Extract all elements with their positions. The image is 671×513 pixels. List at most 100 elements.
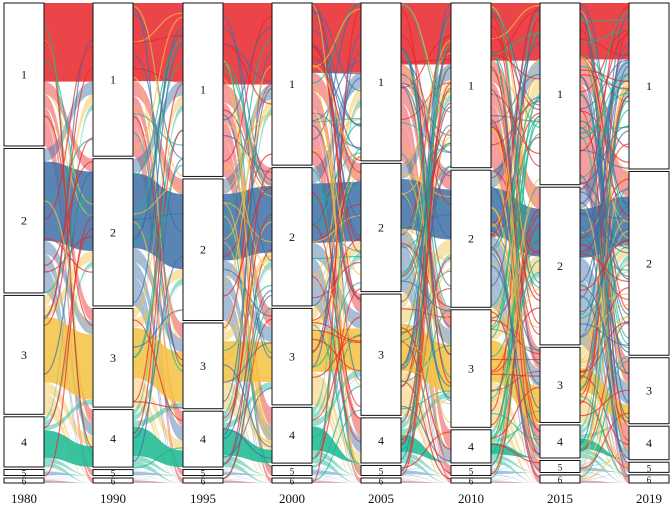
cluster-node [450, 429, 492, 464]
flow-line [43, 216, 94, 477]
cluster-node [92, 158, 134, 307]
flow-ribbon [133, 327, 183, 403]
flow-line [132, 67, 184, 83]
flow-ribbon [312, 376, 361, 469]
cluster-label: 4 [468, 439, 474, 453]
flow-line [400, 9, 452, 384]
flow-ribbon [580, 423, 629, 479]
flow-line [222, 342, 273, 383]
flow-line [222, 134, 273, 173]
flow-line [400, 380, 452, 480]
cluster-node [450, 464, 492, 476]
flow-line [579, 3, 630, 205]
flow-line [43, 137, 94, 327]
flow-line [222, 109, 273, 191]
cluster-label: 2 [289, 230, 295, 244]
cluster-label: 4 [21, 435, 27, 449]
flow-line [132, 309, 184, 348]
flow-ribbon [401, 451, 451, 476]
flow-ribbon [133, 455, 183, 476]
flow-ribbon [133, 284, 183, 471]
flow-ribbon [133, 471, 183, 476]
flow-line [400, 244, 452, 387]
flow-line [43, 115, 94, 327]
flow-ribbon [44, 133, 93, 483]
flow-line [400, 327, 452, 450]
flow-line [579, 212, 630, 220]
flow-ribbon [133, 474, 183, 483]
flow-line [132, 213, 184, 220]
flow-ribbon [401, 391, 451, 435]
flow-ribbon [44, 266, 93, 479]
cluster-node [92, 477, 134, 484]
flow-line [579, 79, 630, 179]
cluster-node [3, 477, 45, 484]
flow-line [222, 290, 273, 440]
cluster-label: 3 [110, 351, 116, 365]
flow-line [132, 16, 184, 150]
flow-line [579, 57, 630, 239]
flow-line [400, 90, 452, 276]
flow-line [490, 373, 541, 377]
flow-line [579, 110, 630, 163]
flow-ribbon [401, 462, 451, 471]
cluster-node [3, 147, 45, 294]
cluster-node [3, 2, 45, 147]
flow-line [579, 65, 630, 391]
cluster-label: 3 [557, 378, 563, 392]
flow-line [222, 214, 273, 419]
flow-line [222, 26, 273, 121]
flow-ribbon [312, 450, 361, 476]
node-layer: 1234561234561234561234561234561234561234… [3, 2, 670, 487]
cluster-label: 5 [201, 469, 206, 479]
flow-ribbon [133, 126, 183, 476]
flow-line [400, 18, 452, 451]
cluster-node [182, 322, 224, 410]
cluster-node [271, 477, 313, 484]
flow-line [311, 46, 362, 242]
flow-line [43, 195, 94, 294]
cluster-node [3, 416, 45, 468]
flow-line [579, 323, 630, 346]
flow-line [490, 410, 541, 453]
flow-line [400, 85, 452, 239]
cluster-node [360, 477, 402, 484]
flow-line [222, 255, 273, 361]
flow-line [400, 69, 452, 147]
flow-line [132, 164, 184, 359]
flow-line [579, 75, 630, 325]
flow-ribbon [133, 480, 183, 483]
flow-line [311, 238, 362, 321]
flow-line [222, 318, 273, 480]
year-label: 2005 [368, 491, 394, 506]
flow-ribbon [580, 448, 629, 473]
flow-line [311, 123, 362, 227]
flow-ribbon [491, 422, 540, 470]
flow-line [400, 35, 452, 205]
flow-ribbon [491, 481, 540, 483]
cluster-label: 6 [111, 477, 116, 487]
cluster-label: 2 [646, 256, 652, 270]
cluster-node [450, 2, 492, 169]
cluster-label: 5 [111, 469, 116, 479]
flow-line [579, 149, 630, 169]
flow-line [579, 69, 630, 83]
flow-ribbon [223, 381, 272, 450]
flow-line [400, 341, 452, 474]
flow-line [579, 395, 630, 478]
flow-line [490, 319, 541, 355]
flow-line [400, 390, 452, 410]
flow-ribbon [44, 81, 93, 172]
cluster-label: 5 [379, 466, 384, 476]
flow-line [311, 111, 362, 276]
cluster-node [450, 309, 492, 428]
cluster-label: 2 [200, 243, 206, 257]
flow-line [222, 63, 273, 354]
cluster-node [271, 167, 313, 307]
flow-line [490, 93, 541, 155]
flow-ribbon [491, 454, 540, 473]
flow-ribbon [44, 382, 93, 447]
flow-ribbon [580, 391, 629, 460]
flow-ribbon [133, 461, 183, 483]
flow-ribbon [312, 456, 361, 483]
